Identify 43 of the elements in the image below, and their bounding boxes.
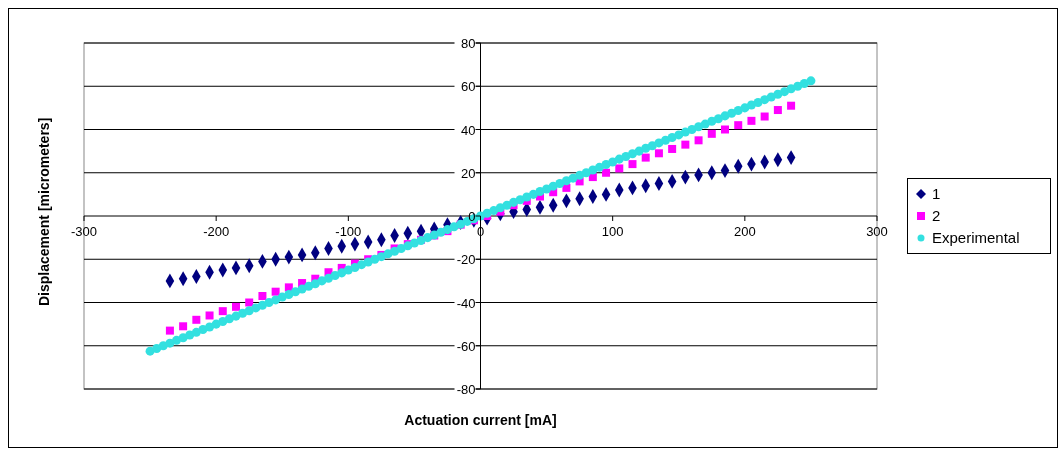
point xyxy=(787,101,796,110)
y-tick-label: 60 xyxy=(461,79,476,95)
x-tick-label: -100 xyxy=(335,224,362,239)
point xyxy=(747,116,756,125)
point xyxy=(615,164,624,173)
y-tick-label: 80 xyxy=(461,36,476,51)
y-tick-label: -80 xyxy=(456,382,476,397)
legend-label: 1 xyxy=(932,184,941,204)
point xyxy=(192,315,201,324)
point xyxy=(179,322,188,331)
point xyxy=(707,129,716,138)
y-axis-title: Displacement [micrometers] xyxy=(35,117,52,306)
point xyxy=(694,136,703,145)
point xyxy=(602,168,611,177)
point xyxy=(245,298,254,307)
y-tick-label: 40 xyxy=(461,122,476,138)
x-tick-label: 300 xyxy=(866,224,888,239)
point xyxy=(734,121,743,130)
legend-label: Experimental xyxy=(932,228,1020,248)
x-tick-label: -300 xyxy=(70,224,98,239)
y-tick-label: -40 xyxy=(456,295,476,311)
point xyxy=(773,106,782,115)
point xyxy=(205,311,214,320)
point xyxy=(668,144,677,153)
point xyxy=(231,302,240,311)
point xyxy=(218,307,227,316)
point xyxy=(628,160,637,169)
point xyxy=(654,149,663,158)
point xyxy=(681,140,690,149)
point xyxy=(271,287,280,296)
point xyxy=(258,292,267,301)
legend-label: 2 xyxy=(932,206,941,226)
point xyxy=(641,153,650,162)
x-axis-title: Actuation current [mA] xyxy=(404,412,557,428)
x-tick-label: 200 xyxy=(733,224,756,239)
y-tick-label: 20 xyxy=(461,165,476,181)
point xyxy=(165,326,174,335)
y-tick-label: -20 xyxy=(456,252,476,268)
y-tick-label: -60 xyxy=(456,338,476,354)
x-tick-label: -200 xyxy=(203,224,230,239)
point xyxy=(760,112,769,121)
point xyxy=(721,125,730,134)
x-tick-label: 100 xyxy=(601,224,624,239)
